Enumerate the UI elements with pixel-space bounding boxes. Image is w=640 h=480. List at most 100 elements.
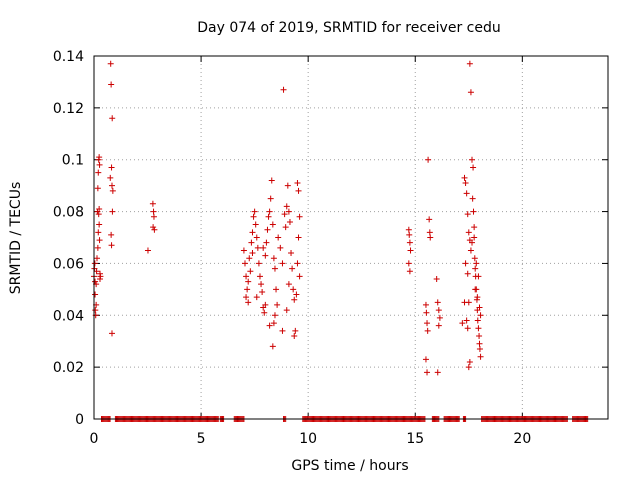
data-point: [255, 260, 262, 267]
data-point: [245, 299, 252, 306]
data-point: [461, 174, 468, 181]
data-point: [424, 369, 431, 376]
data-point: [270, 255, 277, 262]
data-point: [406, 231, 413, 238]
data-point: [96, 205, 103, 212]
x-tick-label: 0: [90, 431, 99, 447]
data-point: [246, 255, 253, 262]
data-point: [271, 265, 278, 272]
data-point: [405, 260, 412, 267]
data-point: [406, 268, 413, 275]
data-point: [477, 312, 484, 319]
data-point: [93, 255, 100, 262]
data-point: [247, 268, 254, 275]
data-point: [470, 164, 477, 171]
data-point: [465, 364, 472, 371]
data-point: [284, 182, 291, 189]
data-point: [93, 268, 100, 275]
data-point: [465, 229, 472, 236]
plot-frame: [93, 55, 609, 420]
data-point: [295, 234, 302, 241]
data-point: [476, 340, 483, 347]
y-tick-label: 0.06: [53, 256, 84, 272]
data-point: [275, 234, 282, 241]
data-point: [107, 174, 114, 181]
data-point: [476, 304, 483, 311]
data-point: [269, 343, 276, 350]
x-tick-label: 20: [513, 431, 531, 447]
data-point: [477, 353, 484, 360]
data-point: [262, 252, 269, 259]
data-point: [108, 330, 115, 337]
data-point: [463, 317, 470, 324]
data-point: [464, 270, 471, 277]
data-point: [426, 216, 433, 223]
data-point: [279, 327, 286, 334]
data-point: [253, 294, 260, 301]
data-point: [407, 247, 414, 254]
data-point: [294, 260, 301, 267]
data-point: [467, 247, 474, 254]
data-point: [108, 231, 115, 238]
y-tick-label: 0.14: [53, 49, 84, 65]
data-point: [96, 154, 103, 161]
grid: [94, 56, 608, 419]
y-tick-label: 0.04: [53, 308, 84, 324]
data-point: [270, 320, 277, 327]
data-point: [109, 115, 116, 122]
data-point: [469, 156, 476, 163]
data-point: [109, 187, 116, 194]
data-point: [256, 273, 263, 280]
data-point: [463, 190, 470, 197]
data-point: [471, 224, 478, 231]
data-point: [150, 208, 157, 215]
data-point: [96, 161, 103, 168]
data-point: [434, 299, 441, 306]
data-point: [473, 260, 480, 267]
data-point: [244, 286, 251, 293]
data-point: [280, 86, 287, 93]
data-point: [434, 369, 441, 376]
data-point: [282, 224, 289, 231]
data-point: [422, 301, 429, 308]
data-point: [472, 286, 479, 293]
data-point: [286, 218, 293, 225]
data-point: [92, 291, 99, 298]
data-point: [476, 345, 483, 352]
y-tick-label: 0.12: [53, 101, 84, 117]
y-axis-label: SRMTID / TECUs: [8, 182, 24, 295]
data-point: [91, 260, 98, 267]
data-point: [426, 229, 433, 236]
data-point: [469, 195, 476, 202]
data-point: [459, 320, 466, 327]
data-point: [95, 169, 102, 176]
data-point: [461, 299, 468, 306]
data-point: [471, 234, 478, 241]
data-point: [470, 208, 477, 215]
data-point: [423, 309, 430, 316]
data-point: [109, 208, 116, 215]
chart-title: Day 074 of 2019, SRMTID for receiver ced…: [197, 20, 500, 36]
data-point: [108, 81, 115, 88]
data-point: [296, 273, 303, 280]
data-point: [249, 250, 256, 257]
data-point: [472, 265, 479, 272]
data-point: [274, 301, 281, 308]
data-point: [266, 322, 273, 329]
x-tick-label: 10: [299, 431, 317, 447]
data-point: [424, 320, 431, 327]
data-point: [464, 325, 471, 332]
data-point: [96, 275, 103, 282]
data-point: [466, 358, 473, 365]
data-point: [467, 89, 474, 96]
data-point: [427, 234, 434, 241]
data-point: [469, 239, 476, 246]
data-point: [245, 278, 252, 285]
data-point: [294, 180, 301, 187]
y-tick-label: 0.08: [53, 205, 84, 221]
data-point: [107, 60, 114, 67]
data-point: [269, 221, 276, 228]
data-point: [92, 307, 99, 314]
data-point: [144, 247, 151, 254]
data-point: [291, 333, 298, 340]
